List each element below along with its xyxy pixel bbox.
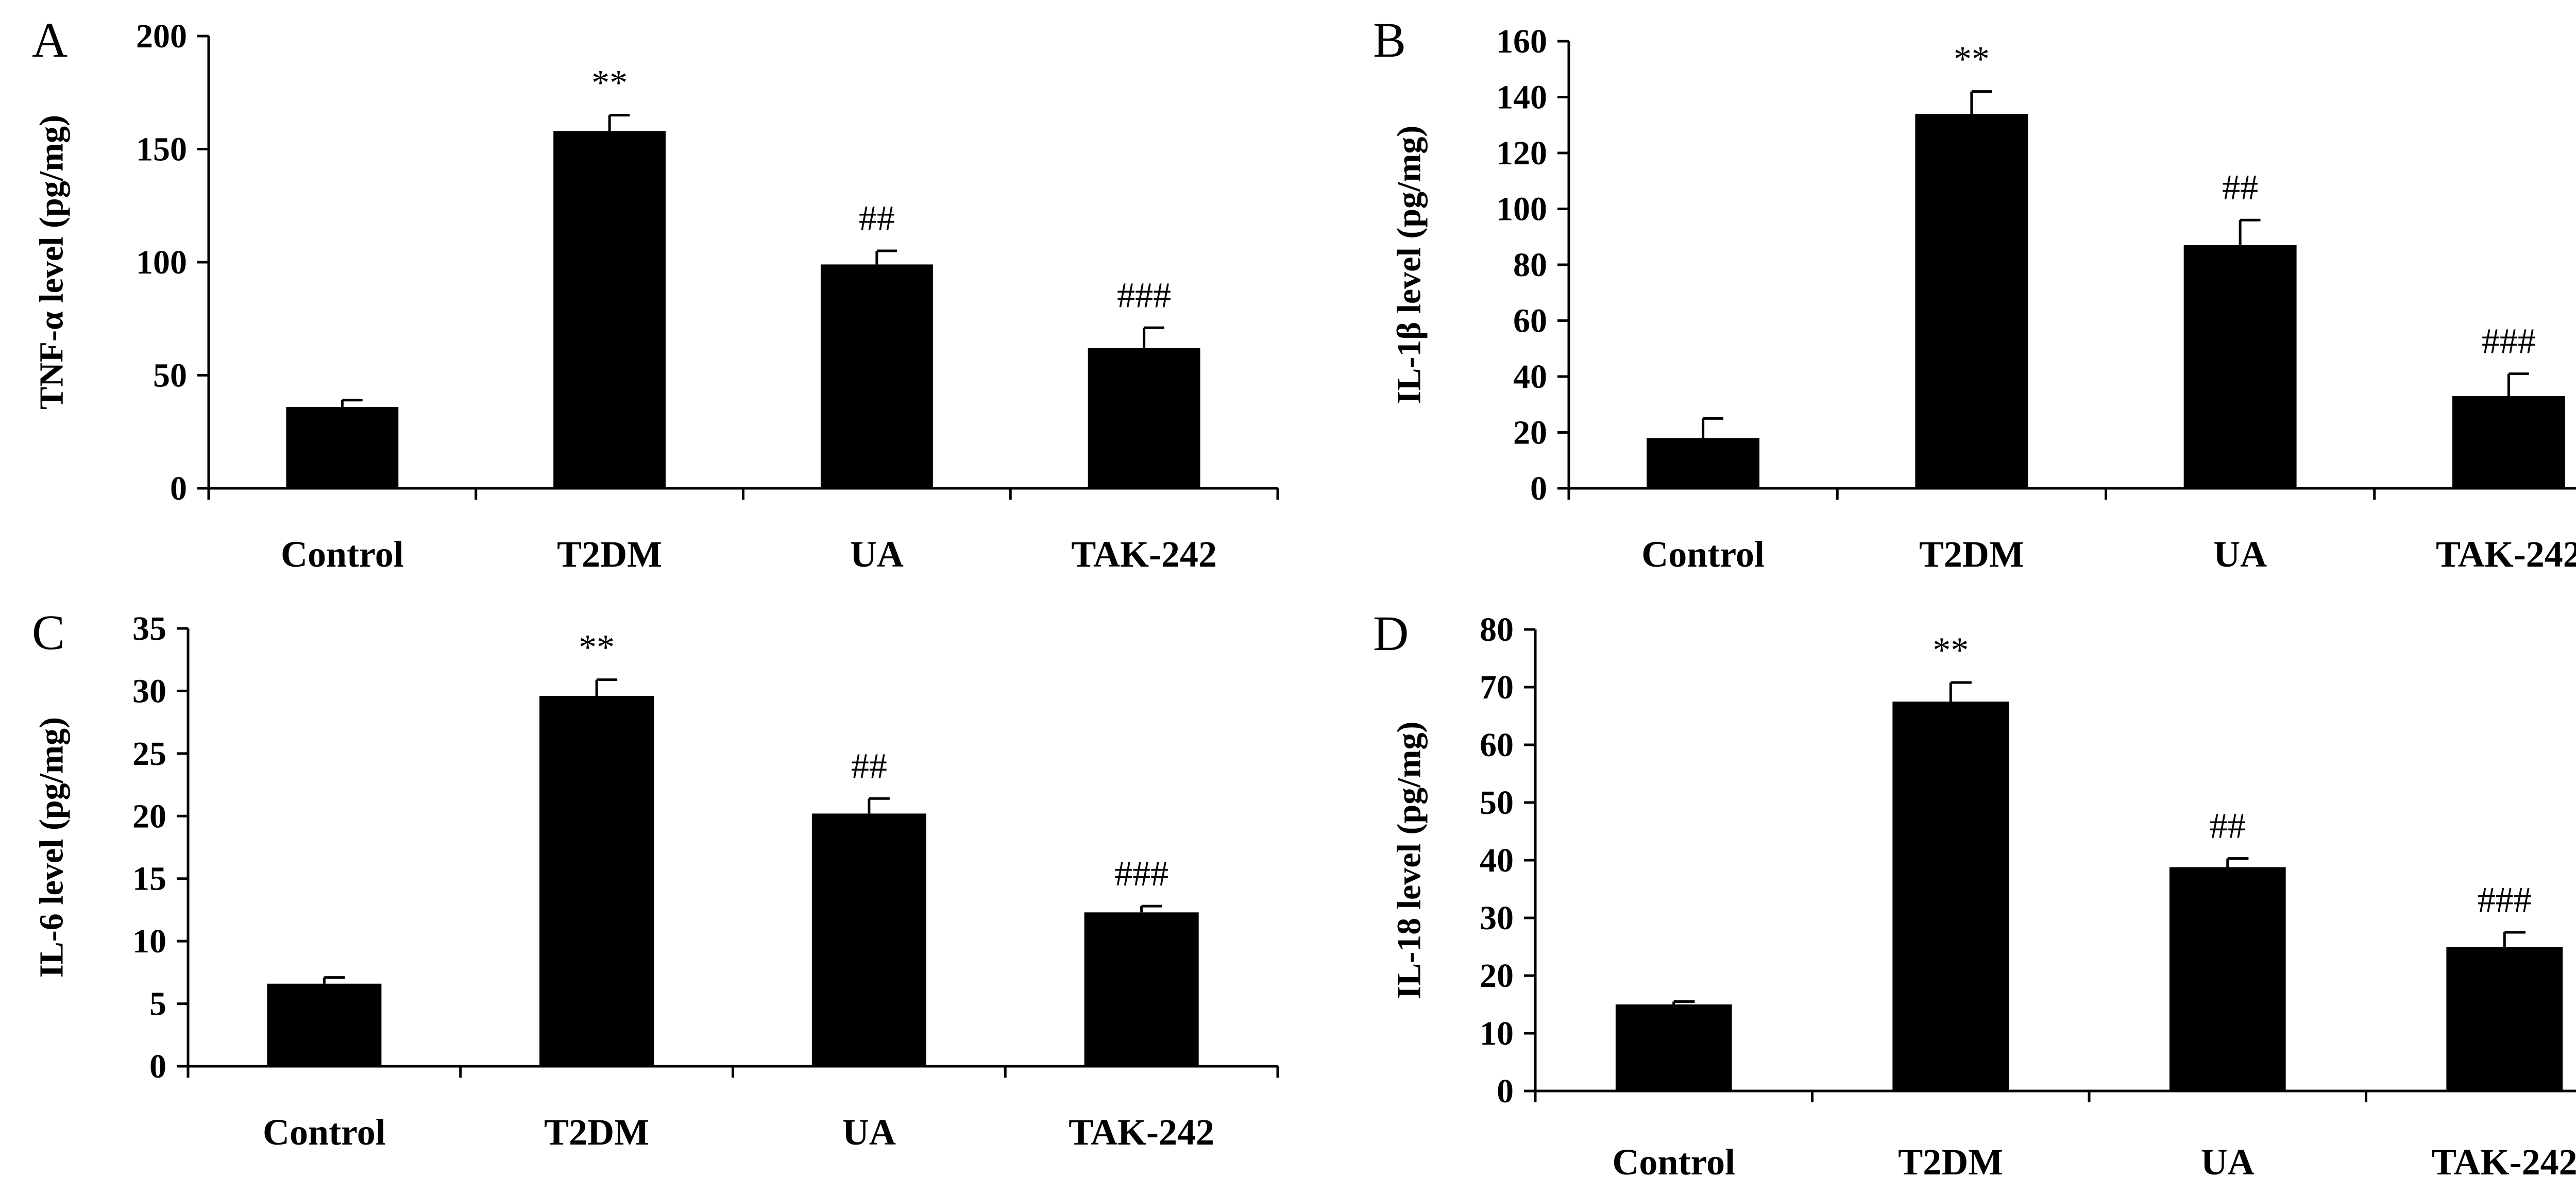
panel-d-letter: D xyxy=(1373,606,1409,661)
panel-a-bar xyxy=(1088,348,1200,488)
panel-c-y-tick-label: 15 xyxy=(132,860,166,898)
panel-c-y-tick-label: 25 xyxy=(132,735,166,773)
panel-d-significance-mark: ## xyxy=(2210,807,2246,846)
panel-d-bar xyxy=(2446,947,2563,1091)
panel-a-significance-mark: ## xyxy=(859,199,895,238)
panel-b-y-tick-label: 80 xyxy=(1513,246,1547,284)
panel-d-bar xyxy=(2169,867,2286,1091)
panel-b-significance-mark: ** xyxy=(1954,40,1990,79)
panel-b-bar xyxy=(1915,114,2028,489)
panel-b-y-tick-label: 40 xyxy=(1513,358,1547,396)
panel-d-y-tick-label: 70 xyxy=(1480,669,1514,706)
panel-a-y-tick-label: 200 xyxy=(136,18,187,55)
panel-a-significance-mark: ### xyxy=(1117,276,1171,315)
panel-d-y-axis-label: IL-18 level (pg/mg) xyxy=(1390,722,1428,999)
panel-a-y-tick-label: 0 xyxy=(170,470,187,507)
panel-d-category-label: Control xyxy=(1612,1141,1735,1183)
panel-b-y-tick-label: 120 xyxy=(1496,134,1547,172)
panel-b-y-tick-label: 100 xyxy=(1496,191,1547,228)
panel-d-y-tick-label: 40 xyxy=(1480,842,1514,879)
panel-b-y-tick-label: 160 xyxy=(1496,23,1547,60)
panel-a-bar xyxy=(286,406,399,488)
panel-b-category-label: T2DM xyxy=(1919,534,2024,575)
panel-d-bar xyxy=(1892,702,2009,1091)
panel-c-significance-mark: ## xyxy=(851,746,887,786)
panel-d-category-label: UA xyxy=(2201,1141,2255,1183)
panel-c-y-tick-label: 5 xyxy=(149,985,166,1023)
panel-c-category-label: T2DM xyxy=(544,1112,649,1153)
panel-a-y-axis-label: TNF-α level (pg/mg) xyxy=(32,115,70,410)
panel-a-significance-mark: ** xyxy=(591,63,628,103)
panel-c-significance-mark: ** xyxy=(579,628,615,668)
panel-d-y-tick-label: 50 xyxy=(1480,784,1514,822)
panel-c-letter: C xyxy=(32,605,65,660)
panel-b-category-label: TAK-242 xyxy=(2436,534,2576,575)
panel-c-category-label: TAK-242 xyxy=(1069,1112,1214,1153)
panel-b-significance-mark: ### xyxy=(2482,322,2536,362)
panel-d-bar xyxy=(1615,1004,1732,1091)
panel-b-letter: B xyxy=(1373,12,1406,67)
panel-b-category-label: Control xyxy=(1641,534,1765,575)
panel-d-y-tick-label: 60 xyxy=(1480,726,1514,764)
panel-a-category-label: T2DM xyxy=(557,534,662,575)
panel-a-y-tick-label: 150 xyxy=(136,131,187,168)
panel-d-category-label: T2DM xyxy=(1898,1141,2003,1183)
panel-a-letter: A xyxy=(32,12,67,67)
panel-a-category-label: UA xyxy=(850,534,904,575)
panel-b-y-tick-label: 20 xyxy=(1513,414,1547,452)
panel-d-y-tick-label: 30 xyxy=(1480,899,1514,937)
panel-b-y-tick-label: 60 xyxy=(1513,302,1547,340)
panel-c-significance-mark: ### xyxy=(1114,854,1168,894)
panel-d-significance-mark: ** xyxy=(1933,630,1969,670)
panel-d-significance-mark: ### xyxy=(2478,880,2532,920)
panel-c-y-tick-label: 10 xyxy=(132,923,166,960)
panel-a-y-tick-label: 50 xyxy=(153,357,187,395)
panel-b-category-label: UA xyxy=(2213,534,2267,575)
panel-c-bar xyxy=(539,696,654,1066)
panel-c-category-label: UA xyxy=(842,1112,896,1153)
panel-a-y-tick-label: 100 xyxy=(136,244,187,281)
panel-c-category-label: Control xyxy=(263,1112,386,1153)
panel-a-bar xyxy=(820,264,933,488)
panel-b-y-tick-label: 140 xyxy=(1496,79,1547,116)
panel-a-category-label: Control xyxy=(281,534,404,575)
panel-b-significance-mark: ## xyxy=(2222,168,2258,208)
panel-a-bar xyxy=(553,131,666,488)
panel-c-y-tick-label: 0 xyxy=(149,1048,166,1085)
panel-c-y-axis-label: IL-6 level (pg/mg) xyxy=(32,717,70,978)
panel-c-bar xyxy=(267,983,382,1066)
panel-a-category-label: TAK-242 xyxy=(1071,534,1217,575)
panel-c-bar xyxy=(811,813,926,1066)
panel-b-bar xyxy=(1647,438,1760,488)
panel-d-y-tick-label: 20 xyxy=(1480,957,1514,995)
panel-c-bar xyxy=(1084,912,1199,1066)
panel-b-y-axis-label: IL-1β level (pg/mg) xyxy=(1390,126,1428,404)
panel-d-y-tick-label: 80 xyxy=(1480,611,1514,649)
panel-b-y-tick-label: 0 xyxy=(1530,470,1547,507)
panel-d-y-tick-label: 0 xyxy=(1497,1072,1514,1110)
panel-d-category-label: TAK-242 xyxy=(2432,1141,2576,1183)
panel-b-bar xyxy=(2452,396,2565,488)
panel-c-y-tick-label: 20 xyxy=(132,797,166,835)
panel-c-y-tick-label: 35 xyxy=(132,610,166,647)
panel-b-bar xyxy=(2183,245,2297,488)
panel-c-y-tick-label: 30 xyxy=(132,672,166,710)
panel-d-y-tick-label: 10 xyxy=(1480,1015,1514,1052)
